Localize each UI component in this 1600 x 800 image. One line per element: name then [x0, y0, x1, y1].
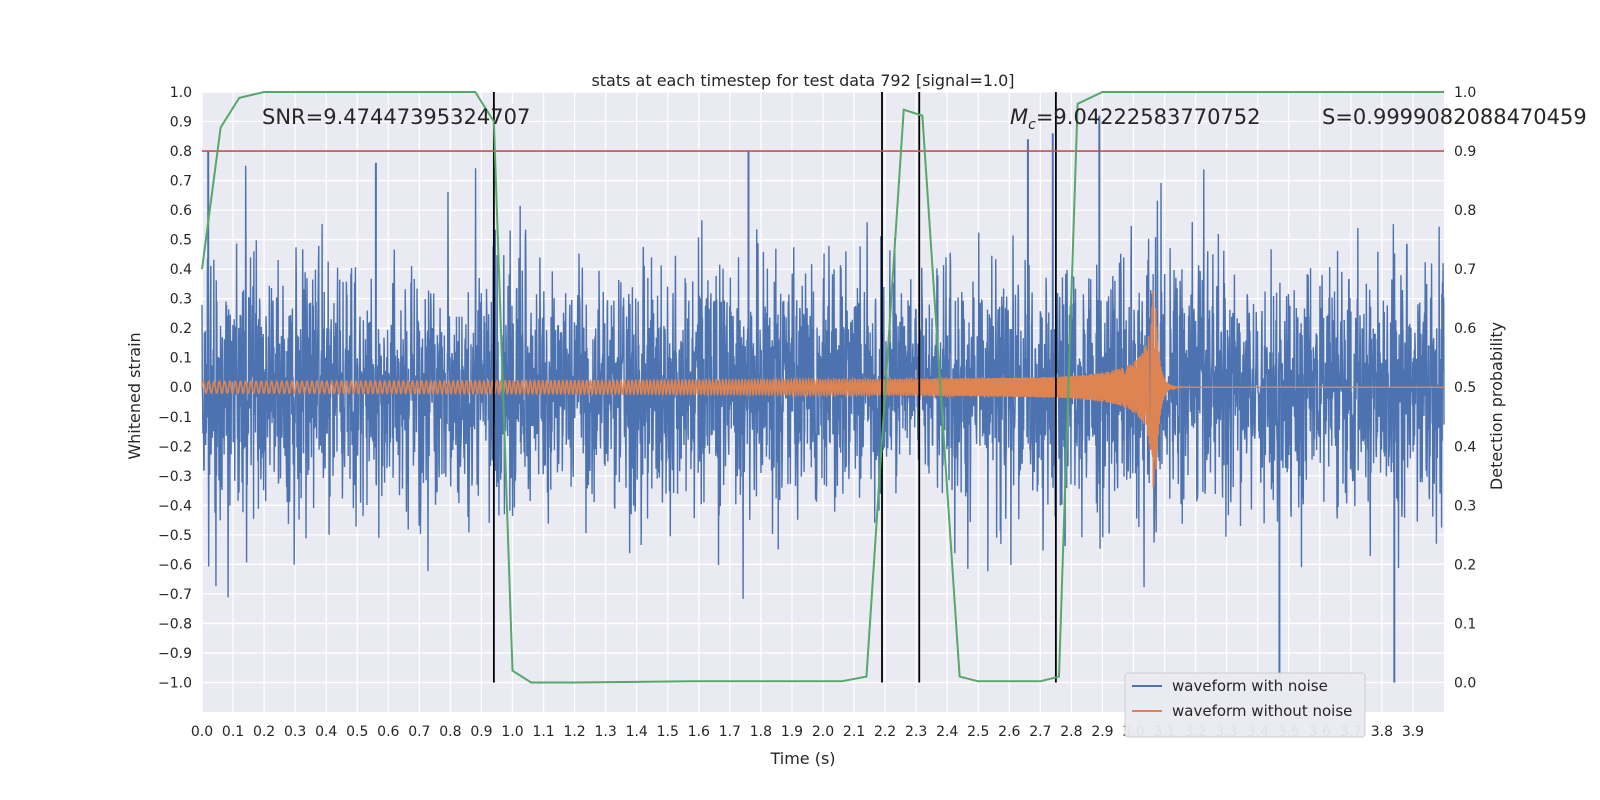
x-tick-label: 3.8 [1371, 724, 1393, 740]
right-tick-label: 0.9 [1454, 144, 1476, 160]
y-tick-label: 0.7 [170, 174, 192, 190]
right-axis-label: Detection probability [1487, 322, 1506, 490]
right-tick-label: 0.1 [1454, 616, 1476, 632]
x-tick-label: 2.0 [812, 724, 834, 740]
right-tick-label: 0.6 [1454, 321, 1476, 337]
x-tick-label: 1.7 [719, 724, 741, 740]
y-tick-label: 0.1 [170, 351, 192, 367]
x-tick-label: 2.6 [998, 724, 1020, 740]
x-tick-label: 1.3 [595, 724, 617, 740]
x-tick-label: 3.9 [1402, 724, 1424, 740]
x-tick-label: 1.2 [563, 724, 585, 740]
chirp-mass-annotation: Mc=9.04222583770752 [1010, 105, 1261, 133]
y-tick-label: −0.3 [158, 469, 192, 485]
right-tick-label: 0.8 [1454, 203, 1476, 219]
y-tick-label: −1.0 [158, 675, 192, 691]
x-tick-label: 0.2 [253, 724, 275, 740]
x-tick-label: 0.8 [439, 724, 461, 740]
x-tick-label: 0.5 [346, 724, 368, 740]
y-tick-label: 0.5 [170, 233, 192, 249]
x-tick-label: 1.8 [750, 724, 772, 740]
chart-title: stats at each timestep for test data 792… [591, 71, 1014, 90]
x-tick-label: 1.6 [688, 724, 710, 740]
y-tick-label: 0.4 [170, 262, 192, 278]
y-tick-label: −0.7 [158, 587, 192, 603]
x-tick-label: 0.1 [222, 724, 244, 740]
legend: waveform with noise waveform without noi… [1125, 673, 1365, 737]
y-axis-ticks: 1.0 0.9 0.8 0.7 0.6 0.5 0.4 0.3 0.2 0.1 0.0 −0.1 −0.… [158, 85, 192, 691]
x-tick-label: 2.1 [843, 724, 865, 740]
y-tick-label: 1.0 [170, 85, 192, 101]
chirp-mass-value: =9.04222583770752 [1036, 105, 1261, 129]
y-tick-label: 0.2 [170, 321, 192, 337]
x-tick-label: 1.1 [532, 724, 554, 740]
y-tick-label: 0.8 [170, 144, 192, 160]
y-axis-label: Whitened strain [125, 332, 144, 459]
x-tick-label: 1.0 [501, 724, 523, 740]
right-tick-label: 0.7 [1454, 262, 1476, 278]
x-tick-label: 2.2 [874, 724, 896, 740]
x-tick-label: 1.5 [657, 724, 679, 740]
x-tick-label: 0.7 [408, 724, 430, 740]
right-tick-label: 0.2 [1454, 557, 1476, 573]
x-tick-label: 0.9 [470, 724, 492, 740]
x-tick-label: 2.3 [905, 724, 927, 740]
x-tick-label: 0.3 [284, 724, 306, 740]
s-annotation: S=0.9999082088470459 [1322, 105, 1587, 129]
x-tick-label: 1.9 [781, 724, 803, 740]
y-tick-label: −0.1 [158, 410, 192, 426]
y-tick-label: −0.2 [158, 439, 192, 455]
x-tick-label: 0.0 [191, 724, 213, 740]
x-tick-label: 1.4 [626, 724, 648, 740]
x-tick-label: 2.5 [967, 724, 989, 740]
x-tick-label: 2.8 [1060, 724, 1082, 740]
x-axis-label: Time (s) [769, 749, 835, 768]
x-tick-label: 2.4 [936, 724, 958, 740]
legend-label-noise: waveform with noise [1172, 677, 1328, 695]
y-tick-label: 0.9 [170, 115, 192, 131]
x-tick-label: 2.7 [1029, 724, 1051, 740]
chirp-mass-symbol: M [1010, 105, 1028, 129]
y-tick-label: 0.6 [170, 203, 192, 219]
legend-label-clean: waveform without noise [1172, 702, 1352, 720]
y-tick-label: −0.9 [158, 646, 192, 662]
y-tick-label: −0.5 [158, 528, 192, 544]
x-tick-label: 2.9 [1091, 724, 1113, 740]
right-tick-label: 0.3 [1454, 498, 1476, 514]
right-axis-ticks: 1.0 0.9 0.8 0.7 0.6 0.5 0.4 0.3 0.2 0.1 0.0 [1454, 85, 1476, 691]
x-tick-label: 0.4 [315, 724, 337, 740]
y-tick-label: −0.6 [158, 557, 192, 573]
right-tick-label: 0.0 [1454, 675, 1476, 691]
y-tick-label: −0.8 [158, 616, 192, 632]
y-tick-label: −0.4 [158, 498, 192, 514]
right-tick-label: 1.0 [1454, 85, 1476, 101]
snr-annotation: SNR=9.47447395324707 [262, 105, 530, 129]
right-tick-label: 0.5 [1454, 380, 1476, 396]
right-tick-label: 0.4 [1454, 439, 1476, 455]
y-tick-label: 0.3 [170, 292, 192, 308]
y-tick-label: 0.0 [170, 380, 192, 396]
x-tick-label: 0.6 [377, 724, 399, 740]
